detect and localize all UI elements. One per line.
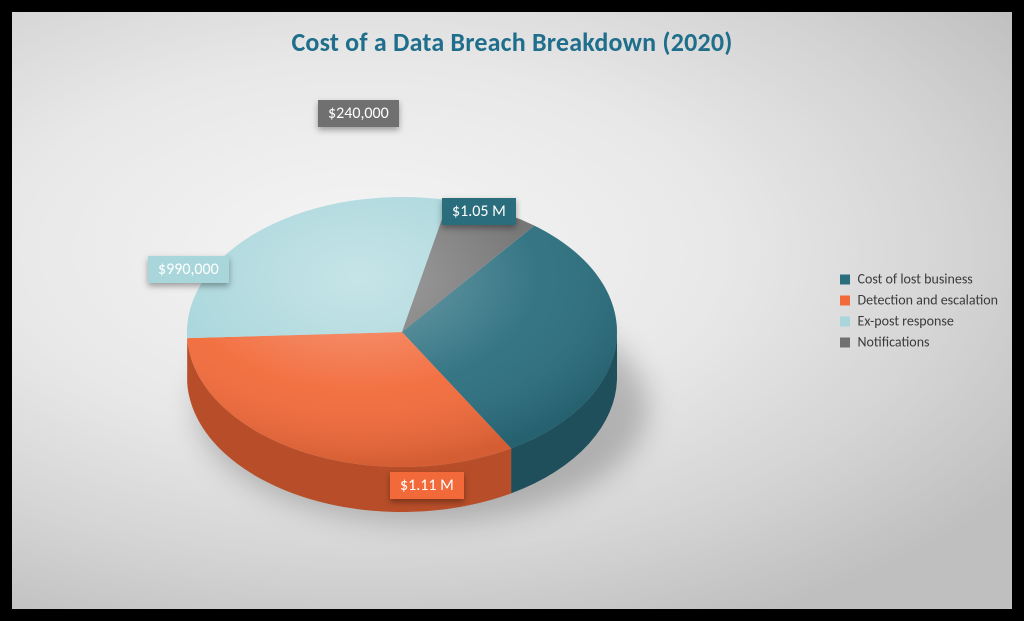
legend-item: Detection and escalation <box>840 293 999 307</box>
data-label: $990,000 <box>148 256 229 283</box>
legend-label: Notifications <box>858 335 930 349</box>
chart-panel: Cost of a Data Breach Breakdown (2020) C… <box>12 12 1012 609</box>
legend-item: Cost of lost business <box>840 272 999 286</box>
legend-label: Ex-post response <box>858 314 954 328</box>
outer-frame: Cost of a Data Breach Breakdown (2020) C… <box>0 0 1024 621</box>
legend: Cost of lost business Detection and escal… <box>840 265 999 356</box>
data-label: $1.05 M <box>442 198 516 225</box>
legend-label: Cost of lost business <box>858 272 973 286</box>
legend-swatch <box>840 337 850 347</box>
data-label: $1.11 M <box>390 472 464 499</box>
legend-swatch <box>840 316 850 326</box>
legend-swatch <box>840 274 850 284</box>
legend-item: Notifications <box>840 335 999 349</box>
legend-swatch <box>840 295 850 305</box>
data-label: $240,000 <box>318 100 399 127</box>
legend-label: Detection and escalation <box>858 293 999 307</box>
legend-item: Ex-post response <box>840 314 999 328</box>
